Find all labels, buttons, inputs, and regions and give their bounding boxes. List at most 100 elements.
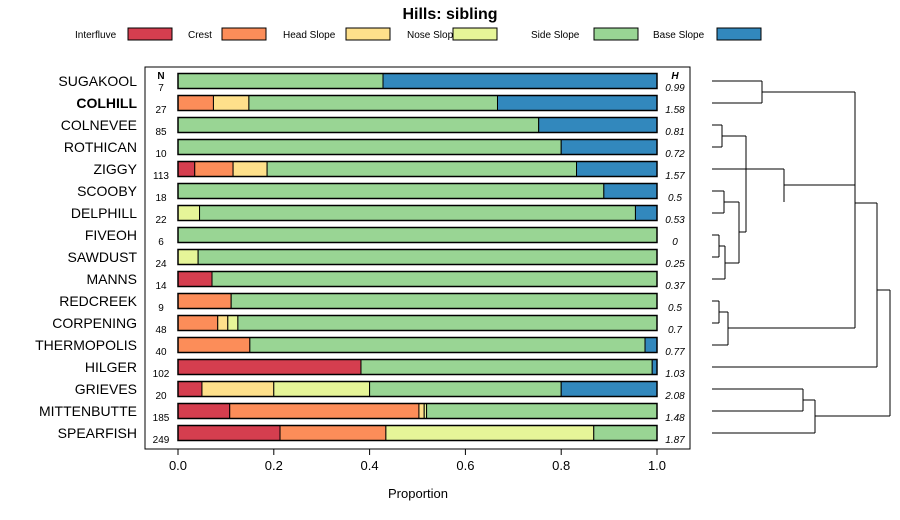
bar-row: COLNEVEE 85 0.81 [61,116,685,138]
row-n-value: 9 [158,303,164,314]
row-n-value: 102 [153,369,170,380]
row-h-value: 0.72 [665,149,685,160]
bar-outline [177,314,658,332]
x-tick-label: 0.8 [552,458,570,473]
x-axis-label: Proportion [388,486,448,501]
row-n-value: 249 [153,435,170,446]
bar-outline [177,424,658,442]
bar-outline [177,72,658,90]
bar-row: GRIEVES 20 2.08 [75,380,685,402]
row-n-value: 18 [155,193,167,204]
bar-segment [201,381,275,397]
bar-row: DELPHILL 22 0.53 [71,204,685,226]
row-label: GRIEVES [75,381,137,397]
row-n-value: 40 [155,347,167,358]
row-h-value: 0.5 [668,193,682,204]
row-n-value: 113 [153,171,169,182]
bar-outline [177,402,658,420]
row-n-value: 185 [153,413,170,424]
row-n-value: 85 [155,127,167,138]
row-h-value: 0.7 [668,325,682,336]
row-label: SCOOBY [77,183,138,199]
bar-segment [177,139,562,155]
row-n-value: 7 [158,83,164,94]
row-label: MANNS [86,271,137,287]
legend-swatch [452,27,498,41]
bar-segment [177,293,232,309]
bar-segment [360,359,653,375]
bar-segment [634,205,658,221]
bar-segment [177,359,362,375]
bar-segment [197,249,658,265]
bar-outline [177,204,658,222]
row-label: COLHILL [76,95,137,111]
chart-title: Hills: sibling [402,6,497,23]
bar-outline [177,160,658,178]
x-tick-label: 0.0 [169,458,187,473]
h-column-header: H [671,71,679,82]
bar-segment [644,337,658,353]
legend-swatch [127,27,173,41]
row-label: ZIGGY [93,161,137,177]
bar-segment [230,293,658,309]
bar-segment [211,271,658,287]
legend-label: Nose Slope [407,30,459,41]
row-h-value: 0.25 [665,259,685,270]
row-h-value: 1.48 [665,413,685,424]
bar-segment [177,183,605,199]
bar-row: MANNS 14 0.37 [86,270,685,292]
bar-segment [177,73,384,89]
bar-outline [177,182,658,200]
bar-segment [382,73,658,89]
bar-segment [199,205,636,221]
bar-row: ROTHICAN 10 0.72 [64,138,685,160]
row-label: CORPENING [52,315,137,331]
row-n-value: 22 [155,215,167,226]
legend-swatch [221,27,267,41]
bar-segment [237,315,658,331]
bar-segment [194,161,234,177]
row-n-value: 10 [155,149,167,160]
bar-segment [593,425,658,441]
row-h-value: 1.57 [665,171,685,182]
row-label: SUGAKOOL [58,73,137,89]
row-label: REDCREEK [59,293,137,309]
bar-outline [177,138,658,156]
bar-segment [538,117,658,133]
row-label: SPEARFISH [58,425,137,441]
row-label: SAWDUST [68,249,138,265]
bar-segment [273,381,371,397]
bar-segment [385,425,595,441]
row-n-value: 20 [155,391,167,402]
row-n-value: 6 [158,237,164,248]
row-h-value: 0.53 [665,215,685,226]
bar-segment [177,227,658,243]
legend-swatch [716,27,762,41]
row-label: COLNEVEE [61,117,137,133]
bar-segment [177,425,281,441]
row-h-value: 0 [672,237,678,248]
row-h-value: 0.81 [665,127,684,138]
row-h-value: 0.5 [668,303,682,314]
bar-row: MITTENBUTTE 185 1.48 [39,402,685,424]
row-n-value: 27 [155,105,167,116]
bar-segment [212,95,250,111]
bar-segment [177,205,201,221]
legend: Interfluve Crest Head Slope Nose Slope Side … [75,27,762,41]
bar-row: COLHILL 27 1.58 [76,94,685,116]
row-h-value: 0.77 [665,347,685,358]
bar-row: ZIGGY 113 1.57 [93,160,685,182]
bar-segment [279,425,387,441]
bar-outline [177,248,658,266]
bar-row: SCOOBY 18 0.5 [77,182,682,204]
legend-label: Head Slope [283,30,336,41]
bar-segment [266,161,578,177]
bar-outline [177,380,658,398]
bar-segment [249,337,646,353]
bar-segment [560,381,658,397]
row-label: DELPHILL [71,205,137,221]
plot-frame [144,66,691,450]
bar-row: SAWDUST 24 0.25 [68,248,685,270]
bar-segment [229,403,420,419]
